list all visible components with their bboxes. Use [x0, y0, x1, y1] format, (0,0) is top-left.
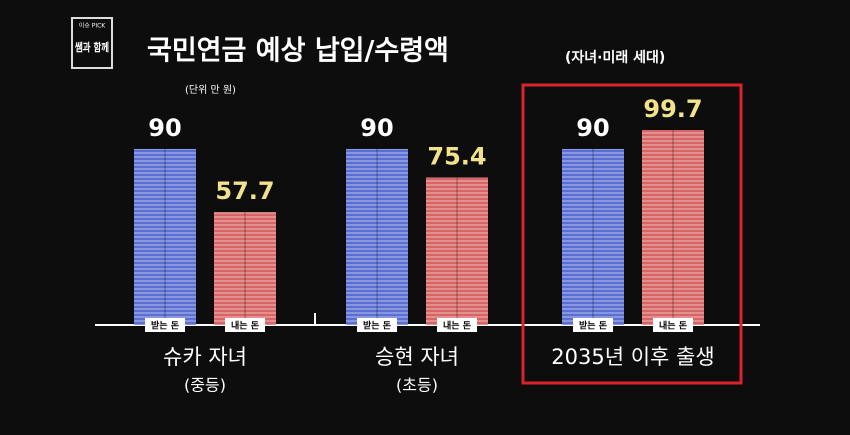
- category-label: 2035년 이후 출생: [551, 345, 714, 369]
- chart-title: 국민연금 예상 납입/수령액: [147, 36, 449, 67]
- category-note: (중등): [184, 376, 226, 395]
- category-label: 슈카 자녀: [163, 345, 247, 369]
- series-label: 내는 돈: [231, 320, 259, 332]
- bar-texture: [426, 177, 488, 325]
- value-label: 57.7: [215, 177, 274, 205]
- highlight-box: [521, 83, 743, 385]
- unit-label: (단위 만 원): [185, 83, 236, 96]
- bar-texture: [214, 212, 276, 325]
- series-tag-bg: [225, 318, 265, 332]
- series-label: 받는 돈: [363, 320, 391, 332]
- series-label: 내는 돈: [443, 320, 471, 332]
- logo-frame: [71, 17, 113, 69]
- series-tag-bg: [357, 318, 397, 332]
- series-label: 내는 돈: [659, 320, 687, 332]
- category-note: (초등): [396, 376, 438, 395]
- series-tag-bg: [437, 318, 477, 332]
- series-tag-bg: [573, 318, 613, 332]
- logo: 이슈 PICK 쌤과 함께: [71, 17, 113, 69]
- chart-subtitle: (자녀·미래 세대): [565, 49, 665, 66]
- logo-top: 이슈 PICK: [79, 22, 107, 30]
- value-label: 90: [360, 114, 393, 142]
- series-label: 받는 돈: [151, 320, 179, 332]
- value-label: 99.7: [643, 95, 702, 123]
- series-tag-bg: [145, 318, 185, 332]
- value-label: 75.4: [427, 143, 486, 171]
- bar-texture: [346, 148, 408, 325]
- value-label: 90: [576, 114, 609, 142]
- bar-texture: [134, 148, 196, 325]
- value-label: 90: [148, 114, 181, 142]
- bar-texture: [642, 130, 704, 325]
- category-label: 승현 자녀: [375, 345, 459, 369]
- series-tag-bg: [653, 318, 693, 332]
- series-label: 받는 돈: [579, 320, 607, 332]
- logo-main: 쌤과 함께: [75, 40, 109, 54]
- bar-texture: [562, 148, 624, 325]
